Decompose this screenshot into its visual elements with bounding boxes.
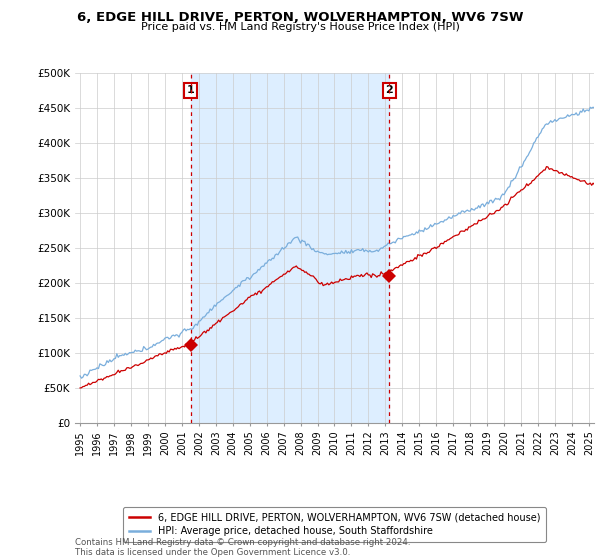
Text: Price paid vs. HM Land Registry's House Price Index (HPI): Price paid vs. HM Land Registry's House … [140, 22, 460, 32]
Text: 1: 1 [187, 85, 194, 95]
Text: 2: 2 [386, 85, 394, 95]
Bar [191, 73, 389, 423]
Legend: 6, EDGE HILL DRIVE, PERTON, WOLVERHAMPTON, WV6 7SW (detached house), HPI: Averag: 6, EDGE HILL DRIVE, PERTON, WOLVERHAMPTO… [123, 507, 546, 542]
Text: 6, EDGE HILL DRIVE, PERTON, WOLVERHAMPTON, WV6 7SW: 6, EDGE HILL DRIVE, PERTON, WOLVERHAMPTO… [77, 11, 523, 24]
Text: Contains HM Land Registry data © Crown copyright and database right 2024.
This d: Contains HM Land Registry data © Crown c… [75, 538, 410, 557]
